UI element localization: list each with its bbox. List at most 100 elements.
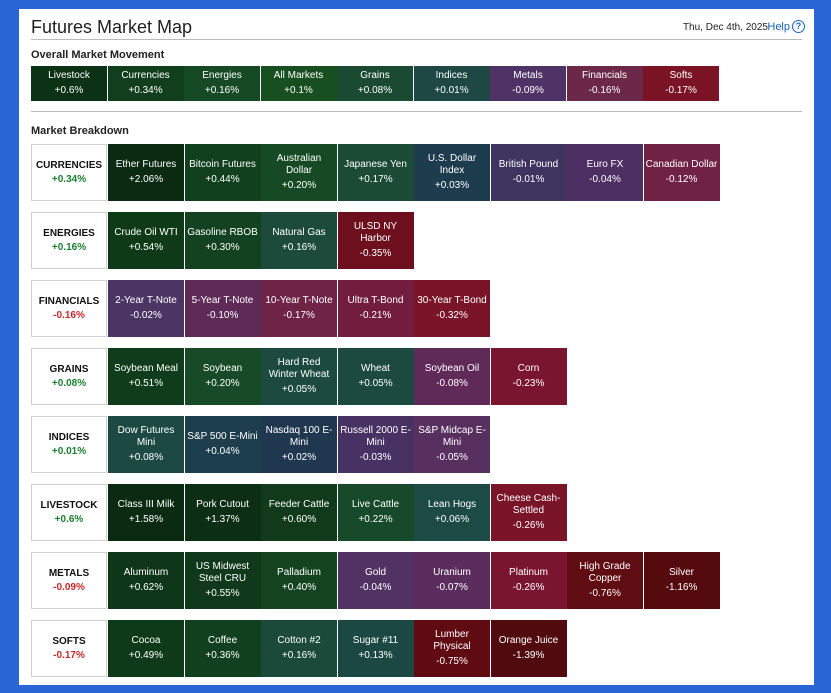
tile-softs-cocoa[interactable]: Cocoa +0.49%: [108, 620, 184, 677]
row-label-name: GRAINS: [49, 364, 89, 375]
tile-grains-soybean-meal[interactable]: Soybean Meal +0.51%: [108, 348, 184, 405]
overall-tile-currencies[interactable]: Currencies +0.34%: [107, 66, 184, 101]
tile-value: +0.08%: [128, 452, 164, 463]
tile-grains-soybean[interactable]: Soybean +0.20%: [184, 348, 261, 405]
overall-section-title: Overall Market Movement: [31, 49, 165, 61]
tile-grains-corn[interactable]: Corn -0.23%: [490, 348, 567, 405]
tile-name: Soybean Oil: [424, 363, 480, 374]
tile-livestock-cheese-cash-settled[interactable]: Cheese Cash-Settled -0.26%: [490, 484, 567, 541]
tile-metals-gold[interactable]: Gold -0.04%: [337, 552, 414, 609]
row-label-name: CURRENCIES: [35, 160, 103, 171]
tile-name: Ether Futures: [115, 159, 177, 170]
tile-value: +0.16%: [204, 85, 240, 96]
tile-currencies-euro-fx[interactable]: Euro FX -0.04%: [567, 144, 643, 201]
tile-currencies-british-pound[interactable]: British Pound -0.01%: [490, 144, 567, 201]
tile-name: Russell 2000 E-Mini: [340, 425, 411, 448]
tile-grains-wheat[interactable]: Wheat +0.05%: [337, 348, 414, 405]
tile-value: +0.05%: [281, 384, 317, 395]
tile-value: +0.55%: [205, 588, 240, 599]
tile-energies-crude-oil-wti[interactable]: Crude Oil WTI +0.54%: [108, 212, 184, 269]
tile-metals-palladium[interactable]: Palladium +0.40%: [261, 552, 337, 609]
tile-livestock-feeder-cattle[interactable]: Feeder Cattle +0.60%: [261, 484, 337, 541]
overall-tile-all-markets[interactable]: All Markets +0.1%: [260, 66, 337, 101]
row-label-grains: GRAINS +0.08%: [31, 348, 107, 405]
tile-currencies-australian-dollar[interactable]: Australian Dollar +0.20%: [261, 144, 337, 201]
tile-value: -0.17%: [283, 310, 315, 321]
tile-currencies-bitcoin-futures[interactable]: Bitcoin Futures +0.44%: [184, 144, 261, 201]
question-circle-icon[interactable]: ?: [792, 20, 805, 33]
tile-name: Orange Juice: [498, 635, 559, 646]
tile-livestock-pork-cutout[interactable]: Pork Cutout +1.37%: [184, 484, 261, 541]
tile-currencies-ether-futures[interactable]: Ether Futures +2.06%: [108, 144, 184, 201]
tile-financials-10-year-t-note[interactable]: 10-Year T-Note -0.17%: [261, 280, 337, 337]
tile-grains-hard-red-winter-wheat[interactable]: Hard Red Winter Wheat +0.05%: [261, 348, 337, 405]
tile-value: +0.54%: [128, 242, 164, 253]
tile-value: -0.75%: [436, 656, 468, 667]
row-label-name: INDICES: [48, 432, 90, 443]
tile-metals-us-midwest-steel-cru[interactable]: US Midwest Steel CRU +0.55%: [184, 552, 261, 609]
overall-tile-metals[interactable]: Metals -0.09%: [490, 66, 566, 101]
help-label[interactable]: Help: [767, 20, 790, 33]
tile-name: High Grade Copper: [579, 561, 631, 584]
tile-livestock-lean-hogs[interactable]: Lean Hogs +0.06%: [414, 484, 490, 541]
tile-metals-platinum[interactable]: Platinum -0.26%: [490, 552, 567, 609]
tile-value: -0.26%: [512, 520, 545, 531]
tile-financials-5-year-t-note[interactable]: 5-Year T-Note -0.10%: [184, 280, 261, 337]
tile-energies-natural-gas[interactable]: Natural Gas +0.16%: [261, 212, 337, 269]
tile-name: Indices: [435, 70, 468, 81]
tile-value: +0.30%: [205, 242, 240, 253]
tile-softs-sugar-11[interactable]: Sugar #11 +0.13%: [337, 620, 414, 677]
overall-tile-softs[interactable]: Softs -0.17%: [643, 66, 719, 101]
overall-tile-financials[interactable]: Financials -0.16%: [566, 66, 643, 101]
row-label-indices: INDICES +0.01%: [31, 416, 107, 473]
tile-currencies-japanese-yen[interactable]: Japanese Yen +0.17%: [337, 144, 414, 201]
tile-livestock-class-iii-milk[interactable]: Class III Milk +1.58%: [108, 484, 184, 541]
tile-energies-ulsd-ny-harbor[interactable]: ULSD NY Harbor -0.35%: [337, 212, 414, 269]
tile-financials-ultra-t-bond[interactable]: Ultra T-Bond -0.21%: [337, 280, 414, 337]
tile-currencies-u-s-dollar-index[interactable]: U.S. Dollar Index +0.03%: [414, 144, 490, 201]
tile-financials-30-year-t-bond[interactable]: 30-Year T-Bond -0.32%: [414, 280, 490, 337]
tile-value: -0.76%: [589, 588, 621, 599]
tile-indices-nasdaq-100-e-mini[interactable]: Nasdaq 100 E-Mini +0.02%: [261, 416, 337, 473]
tile-currencies-canadian-dollar[interactable]: Canadian Dollar -0.12%: [643, 144, 720, 201]
tile-indices-dow-futures-mini[interactable]: Dow Futures Mini +0.08%: [108, 416, 184, 473]
tile-name: All Markets: [273, 70, 324, 81]
tile-metals-high-grade-copper[interactable]: High Grade Copper -0.76%: [567, 552, 643, 609]
overall-tile-indices[interactable]: Indices +0.01%: [413, 66, 490, 101]
tile-name: Soybean Meal: [114, 363, 178, 374]
tile-name: Currencies: [121, 70, 170, 81]
row-label-name: ENERGIES: [43, 228, 95, 239]
tile-indices-russell-2000-e-mini[interactable]: Russell 2000 E-Mini -0.03%: [337, 416, 414, 473]
overall-tile-energies[interactable]: Energies +0.16%: [184, 66, 260, 101]
tile-indices-s-p-midcap-e-mini[interactable]: S&P Midcap E-Mini -0.05%: [414, 416, 490, 473]
tile-value: +0.08%: [357, 85, 393, 96]
tile-name: Wheat: [361, 363, 390, 374]
tile-softs-lumber-physical[interactable]: Lumber Physical -0.75%: [414, 620, 490, 677]
tile-metals-uranium[interactable]: Uranium -0.07%: [414, 552, 490, 609]
tile-softs-cotton-2[interactable]: Cotton #2 +0.16%: [261, 620, 337, 677]
tile-value: +0.22%: [358, 514, 393, 525]
tile-metals-silver[interactable]: Silver -1.16%: [643, 552, 720, 609]
tile-softs-orange-juice[interactable]: Orange Juice -1.39%: [490, 620, 567, 677]
tile-name: Class III Milk: [117, 499, 175, 510]
tile-livestock-live-cattle[interactable]: Live Cattle +0.22%: [337, 484, 414, 541]
help-link[interactable]: Help ?: [767, 20, 805, 33]
breakdown-section-title: Market Breakdown: [31, 125, 129, 137]
tile-financials-2-year-t-note[interactable]: 2-Year T-Note -0.02%: [108, 280, 184, 337]
tile-name: Lumber Physical: [433, 629, 471, 652]
tile-name: 5-Year T-Note: [191, 295, 254, 306]
tile-softs-coffee[interactable]: Coffee +0.36%: [184, 620, 261, 677]
tile-name: U.S. Dollar Index: [427, 153, 477, 176]
overall-tile-grains[interactable]: Grains +0.08%: [337, 66, 413, 101]
tile-value: -1.39%: [512, 650, 545, 661]
tile-name: Livestock: [48, 70, 90, 81]
tile-name: Nasdaq 100 E-Mini: [265, 425, 333, 448]
tile-value: +0.20%: [281, 180, 317, 191]
tile-grains-soybean-oil[interactable]: Soybean Oil -0.08%: [414, 348, 490, 405]
tile-name: ULSD NY Harbor: [353, 221, 398, 244]
overall-tile-livestock[interactable]: Livestock +0.6%: [31, 66, 107, 101]
tile-metals-aluminum[interactable]: Aluminum +0.62%: [108, 552, 184, 609]
row-label-change: -0.17%: [53, 650, 85, 661]
tile-indices-s-p-500-e-mini[interactable]: S&P 500 E-Mini +0.04%: [184, 416, 261, 473]
tile-energies-gasoline-rbob[interactable]: Gasoline RBOB +0.30%: [184, 212, 261, 269]
